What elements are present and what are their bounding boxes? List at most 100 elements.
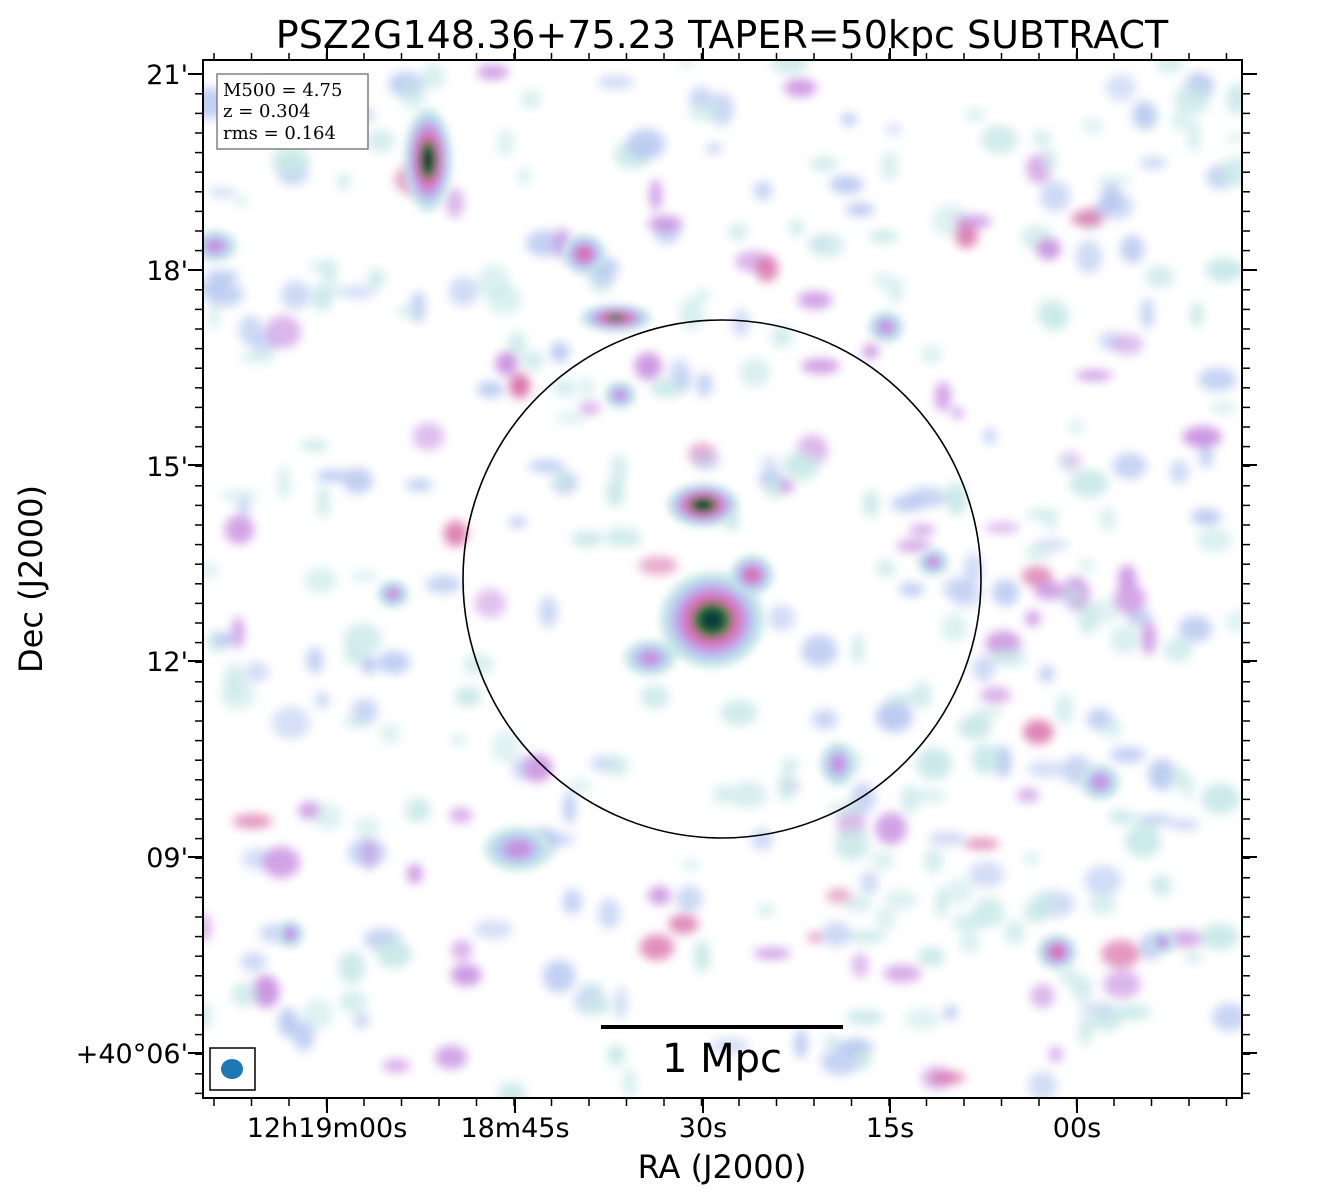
noise-blob xyxy=(476,381,505,398)
noise-blob xyxy=(693,939,711,973)
noise-blob xyxy=(951,407,964,419)
noise-blob xyxy=(921,344,942,365)
noise-blob xyxy=(597,75,635,90)
noise-blob xyxy=(844,894,872,913)
noise-blob xyxy=(579,997,613,1015)
noise-blob xyxy=(1071,975,1093,1002)
noise-blob xyxy=(647,886,671,906)
noise-blob xyxy=(770,60,809,74)
noise-blob xyxy=(928,831,966,846)
noise-blob xyxy=(1225,610,1242,633)
noise-blob xyxy=(262,846,301,879)
noise-blob xyxy=(731,309,751,338)
noise-blob xyxy=(302,998,334,1030)
noise-blob xyxy=(1173,84,1210,116)
noise-blob xyxy=(278,1007,298,1037)
noise-blob xyxy=(405,478,433,491)
noise-blob xyxy=(1092,203,1114,215)
noise-blob xyxy=(1038,665,1055,684)
noise-blob xyxy=(363,838,376,871)
noise-blob xyxy=(972,655,995,682)
noise-blob xyxy=(1105,74,1137,102)
noise-blob xyxy=(509,373,531,399)
noise-blob xyxy=(943,1005,958,1021)
noise-blob xyxy=(679,298,704,331)
noise-blob xyxy=(989,649,1027,667)
noise-blob xyxy=(912,788,947,804)
noise-blob xyxy=(1210,401,1236,415)
x-axis-title: RA (J2000) xyxy=(638,1148,807,1186)
noise-blob xyxy=(244,661,269,683)
plot-frame xyxy=(202,59,1243,1099)
noise-blob xyxy=(1016,787,1040,803)
noise-blob xyxy=(767,604,796,631)
noise-blob xyxy=(801,358,840,374)
source-contour xyxy=(830,754,846,774)
noise-blob xyxy=(1084,865,1122,896)
noise-blob xyxy=(1095,175,1134,186)
y-tick-label: 09' xyxy=(146,843,188,874)
noise-blob xyxy=(396,305,421,317)
noise-blob xyxy=(445,187,465,219)
noise-blob xyxy=(1171,111,1189,131)
noise-blob xyxy=(916,747,952,780)
noise-blob xyxy=(353,816,381,838)
noise-blob xyxy=(841,112,857,126)
noise-blob xyxy=(811,709,838,730)
noise-blob xyxy=(755,255,779,283)
r500-circle xyxy=(462,319,982,839)
noise-blob xyxy=(1170,818,1200,831)
noise-blob xyxy=(518,167,531,185)
noise-blob xyxy=(640,684,670,710)
noise-blob xyxy=(788,218,805,237)
noise-blob xyxy=(896,539,931,553)
noise-blob xyxy=(338,284,377,300)
noise-blob xyxy=(971,707,1004,719)
noise-blob xyxy=(338,951,366,984)
noise-blob xyxy=(946,482,967,516)
noise-blob xyxy=(1117,565,1137,590)
noise-blob xyxy=(1225,264,1242,275)
noise-blob xyxy=(264,315,302,349)
noise-blob xyxy=(809,156,839,172)
noise-blob xyxy=(1023,851,1039,866)
noise-blob xyxy=(1150,874,1172,897)
noise-blob xyxy=(1109,746,1146,764)
noise-blob xyxy=(450,735,466,746)
noise-blob xyxy=(1182,426,1222,448)
noise-blob xyxy=(1055,692,1074,726)
noise-blob xyxy=(1141,621,1156,655)
noise-blob xyxy=(908,524,936,536)
noise-blob xyxy=(305,646,324,674)
noise-blob xyxy=(1090,598,1120,624)
source-contour xyxy=(1050,946,1064,958)
noise-blob xyxy=(271,706,310,740)
y-tick-label: 21' xyxy=(146,60,188,91)
noise-blob xyxy=(634,352,662,380)
noise-blob xyxy=(1178,615,1213,643)
noise-blob xyxy=(727,222,748,242)
noise-blob xyxy=(1226,83,1242,115)
noise-blob xyxy=(474,588,507,618)
source-contour xyxy=(926,556,940,568)
chart-title: PSZ2G148.36+75.23 TAPER=50kpc SUBTRACT xyxy=(276,13,1169,57)
noise-blob xyxy=(379,723,401,745)
noise-blob xyxy=(696,289,710,302)
noise-blob xyxy=(870,851,895,871)
noise-blob xyxy=(1023,719,1054,745)
noise-blob xyxy=(550,341,570,363)
noise-blob xyxy=(1057,457,1075,468)
noise-blob xyxy=(1199,923,1239,950)
noise-blob xyxy=(886,123,901,135)
noise-blob xyxy=(761,455,777,468)
noise-blob xyxy=(874,271,891,289)
noise-blob xyxy=(862,489,880,518)
y-axis-title: Dec (J2000) xyxy=(12,485,50,673)
noise-blob xyxy=(528,460,565,473)
noise-blob xyxy=(781,453,817,474)
source-contour xyxy=(577,247,591,261)
noise-blob xyxy=(650,378,686,398)
noise-blob xyxy=(314,691,330,709)
noise-blob xyxy=(639,934,675,961)
